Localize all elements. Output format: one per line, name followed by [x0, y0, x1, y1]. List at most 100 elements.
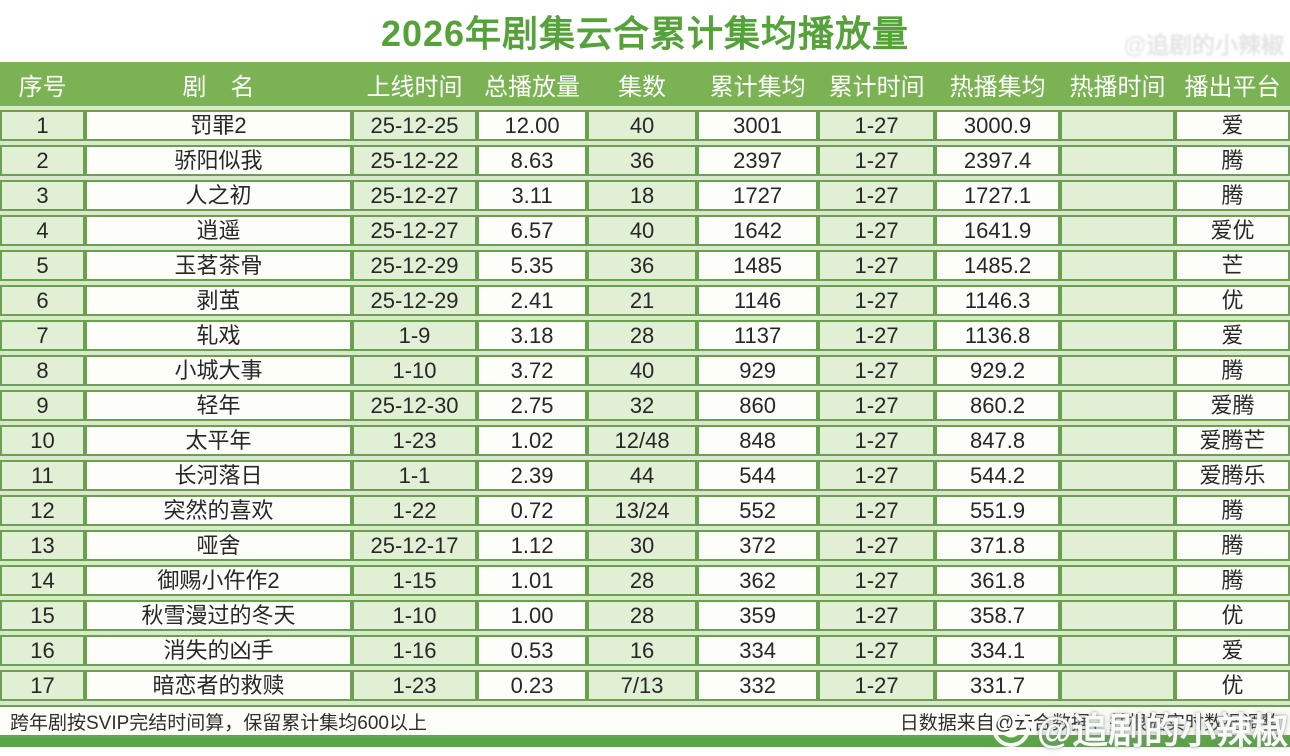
- table-cell: [1060, 530, 1176, 561]
- table-cell: 爱: [1175, 635, 1290, 666]
- table-cell: 1136.8: [935, 320, 1061, 351]
- table-cell: 1-27: [818, 285, 936, 316]
- table-cell: [1060, 355, 1176, 386]
- table-cell: 1-27: [818, 110, 936, 141]
- table-cell: 10: [0, 425, 85, 456]
- table-cell: 15: [0, 600, 85, 631]
- table-cell: 1137: [697, 320, 819, 351]
- table-cell: 16: [587, 635, 698, 666]
- table-cell: [1060, 390, 1176, 421]
- table-cell: 0.53: [477, 635, 588, 666]
- table-cell: 5.35: [477, 250, 588, 281]
- table-cell: [1060, 460, 1176, 491]
- table-cell: 28: [587, 320, 698, 351]
- table-cell: 1-16: [352, 635, 478, 666]
- table-cell: 1485.2: [935, 250, 1061, 281]
- column-header: 累计集均: [709, 73, 806, 101]
- table-cell: 25-12-25: [352, 110, 478, 141]
- table-cell: 12: [0, 495, 85, 526]
- table-cell: [1060, 215, 1176, 246]
- footnote-right: 日数据来自@云合数据，并根据实时数据调整: [899, 712, 1280, 734]
- table-row: 9 轻年 25-12-30 2.75 32 860 1-27 860.2 爱腾: [0, 390, 1290, 421]
- table-row: 8 小城大事 1-10 3.72 40 929 1-27 929.2 腾: [0, 355, 1290, 386]
- table-cell: 2397: [697, 145, 819, 176]
- table-cell: 25-12-17: [352, 530, 478, 561]
- table-cell: 1-27: [818, 180, 936, 211]
- table-body-grid: 1 罚罪2 25-12-25 12.00 40 3001 1-27 3000.9 爱 2 骄阳似我 2…: [0, 106, 1290, 705]
- table-cell: 腾: [1175, 530, 1290, 561]
- table-cell: 1: [0, 110, 85, 141]
- table-cell: 332: [697, 670, 819, 701]
- table-row: 15 秋雪漫过的冬天 1-10 1.00 28 359 1-27 358.7 优: [0, 600, 1290, 631]
- table-cell: 7/13: [587, 670, 698, 701]
- table-cell: 3: [0, 180, 85, 211]
- table-cell: 1-10: [352, 355, 478, 386]
- table-row: 11 长河落日 1-1 2.39 44 544 1-27 544.2 爱腾乐: [0, 460, 1290, 491]
- table-cell: 40: [587, 355, 698, 386]
- table-cell: 552: [697, 495, 819, 526]
- table-cell: [1060, 180, 1176, 211]
- table-cell: 暗恋者的救赎: [85, 670, 353, 701]
- table-cell: 1-27: [818, 565, 936, 596]
- table-cell: 11: [0, 460, 85, 491]
- table-cell: 5: [0, 250, 85, 281]
- table-cell: 1146: [697, 285, 819, 316]
- table-cell: 12.00: [477, 110, 588, 141]
- table-cell: 轻年: [85, 390, 353, 421]
- table-cell: 腾: [1175, 145, 1290, 176]
- table-cell: 14: [0, 565, 85, 596]
- column-header: 序号: [18, 73, 67, 101]
- table-cell: 轧戏: [85, 320, 353, 351]
- table-row: 2 骄阳似我 25-12-22 8.63 36 2397 1-27 2397.4 腾: [0, 145, 1290, 176]
- table-cell: 爱腾芒: [1175, 425, 1290, 456]
- table-cell: 1-27: [818, 390, 936, 421]
- table-cell: 1-27: [818, 600, 936, 631]
- column-header: 累计时间: [828, 73, 925, 101]
- table-row: 13 哑舍 25-12-17 1.12 30 372 1-27 371.8 腾: [0, 530, 1290, 561]
- table-cell: 361.8: [935, 565, 1061, 596]
- table-cell: 860: [697, 390, 819, 421]
- table-cell: 3000.9: [935, 110, 1061, 141]
- column-header: 上线时间: [366, 73, 463, 101]
- table-body: 1 罚罪2 25-12-25 12.00 40 3001 1-27 3000.9 爱 2 骄阳似我 2…: [0, 110, 1290, 701]
- table-cell: 1-10: [352, 600, 478, 631]
- table-cell: 359: [697, 600, 819, 631]
- table-cell: 25-12-29: [352, 250, 478, 281]
- table-cell: 1-9: [352, 320, 478, 351]
- bottom-green-bar: [0, 737, 1290, 747]
- table-cell: 4: [0, 215, 85, 246]
- table-cell: 929.2: [935, 355, 1061, 386]
- table-cell: [1060, 670, 1176, 701]
- data-table: 序号 剧 名 上线时间 总播放量 集数 累计集均 累计时间 热播集均 热播时间 播出平台 1 罚罪2…: [0, 62, 1290, 705]
- table-cell: 1-27: [818, 145, 936, 176]
- table-cell: 1727: [697, 180, 819, 211]
- table-cell: [1060, 495, 1176, 526]
- table-cell: 1642: [697, 215, 819, 246]
- watermark-top-right: @追剧的小辣椒: [1123, 32, 1284, 58]
- table-cell: 爱腾: [1175, 390, 1290, 421]
- table-row: 4 逍遥 25-12-27 6.57 40 1642 1-27 1641.9 爱优: [0, 215, 1290, 246]
- table-cell: 腾: [1175, 565, 1290, 596]
- table-cell: 8.63: [477, 145, 588, 176]
- table-cell: 848: [697, 425, 819, 456]
- table-cell: 1146.3: [935, 285, 1061, 316]
- table-cell: 544.2: [935, 460, 1061, 491]
- column-header: 剧 名: [182, 73, 255, 101]
- table-cell: [1060, 285, 1176, 316]
- table-cell: 爱优: [1175, 215, 1290, 246]
- table-cell: 爱: [1175, 110, 1290, 141]
- table-cell: 1-23: [352, 670, 478, 701]
- footnote-left: 跨年剧按SVIP完结时间算，保留累计集均600以上: [10, 712, 427, 734]
- column-header: 播出平台: [1184, 73, 1281, 101]
- table-cell: 2.39: [477, 460, 588, 491]
- table-cell: 太平年: [85, 425, 353, 456]
- table-header-row: 序号 剧 名 上线时间 总播放量 集数 累计集均 累计时间 热播集均 热播时间 播出平台: [0, 62, 1290, 106]
- table-cell: 32: [587, 390, 698, 421]
- table-cell: 25-12-30: [352, 390, 478, 421]
- table-cell: [1060, 600, 1176, 631]
- table-cell: [1060, 110, 1176, 141]
- table-cell: 3.72: [477, 355, 588, 386]
- table-cell: 剥茧: [85, 285, 353, 316]
- table-cell: 1-27: [818, 495, 936, 526]
- table-cell: 长河落日: [85, 460, 353, 491]
